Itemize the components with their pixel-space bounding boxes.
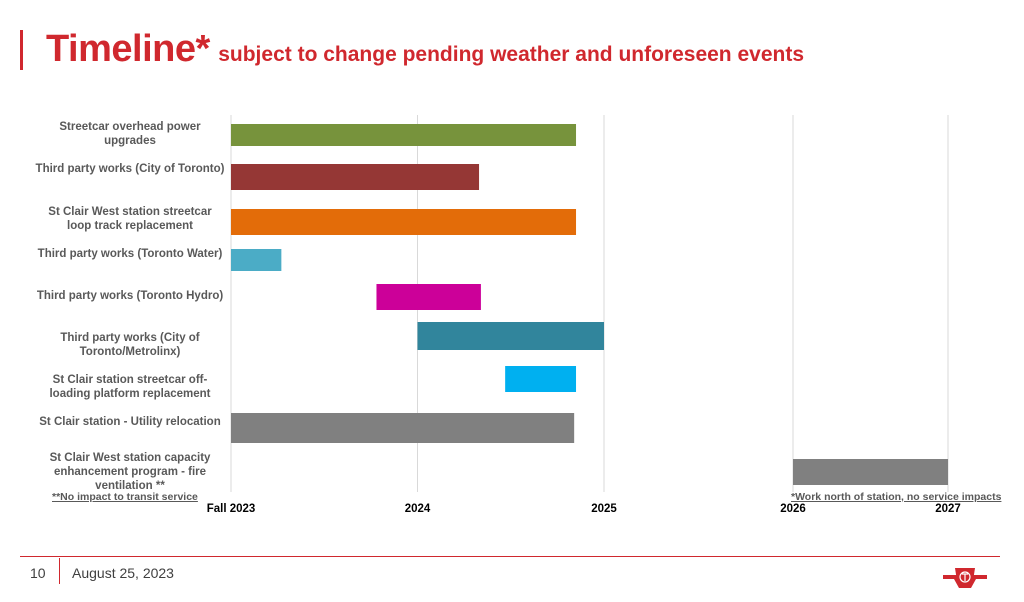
tick-label: 2025 [591,503,617,515]
title-subtitle: subject to change pending weather and un… [218,43,805,66]
bar-6 [417,322,604,350]
bar-9 [793,459,948,485]
title-main: Timeline* [46,28,210,70]
bar-2 [231,164,480,190]
category-label: St Clair West station streetcar loop tra… [48,206,212,232]
page-title: Timeline* subject to change pending weat… [46,28,804,71]
ttc-logo-icon [943,568,987,588]
bar-7 [505,366,577,392]
footer-date: August 25, 2023 [72,565,174,581]
category-label: Third party works (Toronto Water) [37,248,223,260]
title-accent-bar [20,30,23,70]
footer-divider [20,556,1000,557]
footer-separator [59,558,60,584]
category-label: St Clair West station capacity enhanceme… [49,452,211,492]
category-label: Third party works (City of Toronto) [35,163,225,175]
tick-label: 2027 [935,503,961,515]
tick-label: 2026 [780,503,806,515]
tick-label: Fall 2023 [206,503,256,515]
category-label: Third party works (City of Toronto/Metro… [60,332,200,358]
category-label: St Clair station - Utility relocation [39,416,221,428]
annotation-work-north: *Work north of station, no service impac… [791,491,1002,503]
bar-5 [376,284,481,310]
category-label: Streetcar overhead power upgrades [59,121,201,147]
bar-4 [231,249,282,271]
tick-label: 2024 [404,503,431,515]
category-label: Third party works (Toronto Hydro) [36,290,224,302]
category-label: St Clair station streetcar off-loading p… [49,374,211,400]
bar-8 [231,413,575,443]
bar-1 [231,124,577,146]
annotation-no-impact: **No impact to transit service [52,491,198,503]
bar-3 [231,209,577,235]
page-number: 10 [30,565,46,581]
